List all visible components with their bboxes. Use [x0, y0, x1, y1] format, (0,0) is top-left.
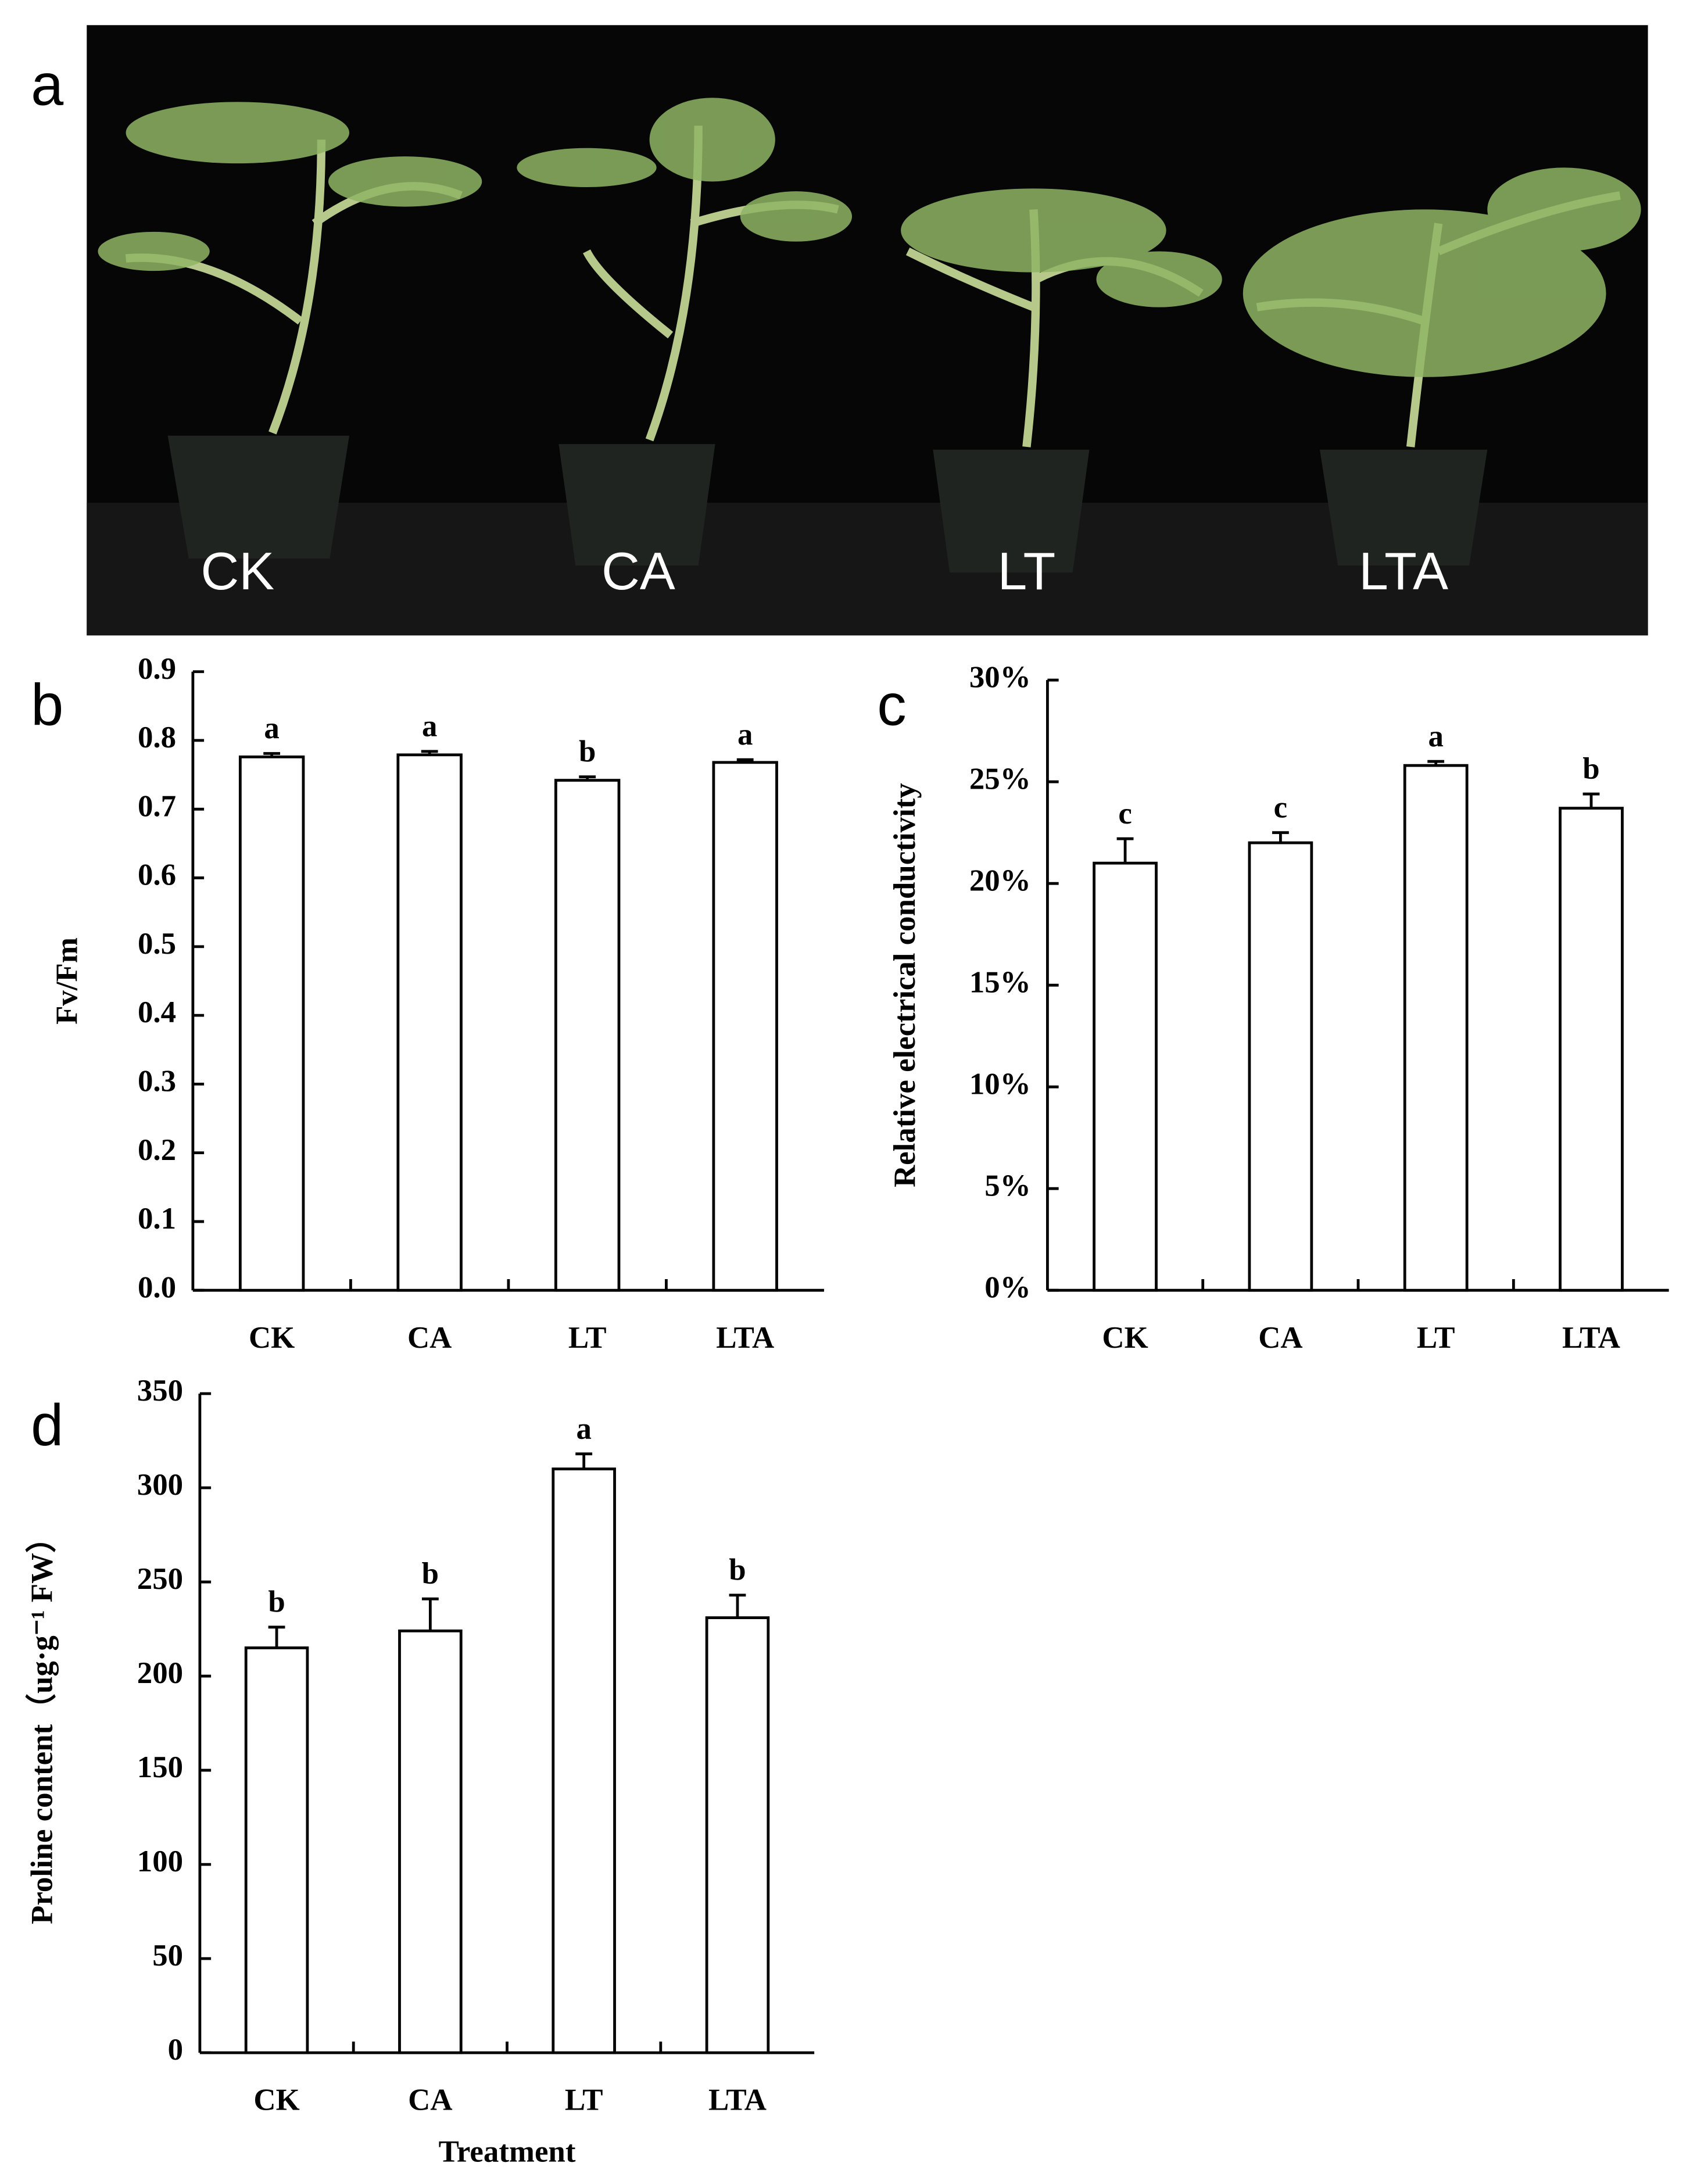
significance-letter: b — [268, 1585, 285, 1619]
bar — [238, 756, 305, 1292]
y-tick-label: 0.1 — [138, 1202, 176, 1236]
significance-letter: a — [1428, 719, 1443, 753]
panel-label: d — [31, 1393, 63, 1458]
x-axis-label: Treatment — [439, 2135, 576, 2169]
bar — [244, 1646, 309, 2054]
photo-label: LTA — [1359, 542, 1448, 601]
x-tick-label: LTA — [1562, 1321, 1620, 1355]
y-axis-label: Relative electrical conductivity — [888, 783, 922, 1187]
y-tick-label: 0% — [984, 1270, 1030, 1304]
bar — [554, 779, 621, 1292]
x-tick-label: LTA — [716, 1321, 774, 1355]
x-tick-label: LT — [1417, 1321, 1455, 1355]
significance-letter: a — [576, 1412, 591, 1445]
y-tick-label: 25% — [969, 762, 1031, 796]
x-tick-label: LT — [568, 1321, 607, 1355]
y-tick-label: 0 — [168, 2033, 183, 2067]
x-tick-label: LTA — [708, 2083, 767, 2117]
photo — [87, 25, 1648, 636]
bar — [1559, 807, 1624, 1292]
bar — [1093, 861, 1158, 1292]
x-tick-label: CA — [1258, 1321, 1302, 1355]
y-tick-label: 0.0 — [138, 1270, 176, 1304]
bar — [1403, 764, 1469, 1292]
panel-label: c — [877, 672, 906, 737]
bar — [398, 1629, 463, 2054]
y-tick-label: 30% — [969, 660, 1031, 694]
bar — [552, 1467, 616, 2054]
significance-letter: b — [729, 1553, 746, 1587]
bar — [396, 753, 463, 1292]
significance-letter: b — [422, 1557, 439, 1591]
y-tick-label: 200 — [137, 1656, 183, 1690]
bar — [712, 761, 778, 1292]
leaves — [98, 98, 1641, 377]
panel-label: a — [31, 52, 64, 117]
y-tick-label: 10% — [969, 1067, 1031, 1101]
y-tick-label: 20% — [969, 864, 1031, 897]
y-axis-label: Fv/Fm — [51, 937, 84, 1025]
x-tick-label: CA — [407, 1321, 452, 1355]
bar — [705, 1616, 770, 2054]
photo-label: CK — [200, 542, 274, 601]
y-tick-label: 100 — [137, 1845, 183, 1878]
significance-letter: b — [1582, 752, 1599, 786]
y-tick-label: 0.8 — [138, 721, 176, 754]
significance-letter: a — [737, 718, 753, 751]
y-tick-label: 300 — [137, 1468, 183, 1502]
y-tick-label: 250 — [137, 1562, 183, 1596]
photo-label: CA — [601, 542, 675, 601]
significance-letter: b — [579, 735, 596, 768]
significance-letter: c — [1274, 790, 1287, 824]
x-tick-label: CA — [408, 2083, 452, 2117]
y-tick-label: 0.7 — [138, 789, 176, 823]
x-tick-label: CK — [1102, 1321, 1148, 1355]
y-tick-label: 350 — [137, 1374, 183, 1408]
y-axis-label: Proline content（ug·g⁻¹ FW） — [24, 1522, 59, 1924]
panel-label: b — [31, 672, 63, 737]
y-tick-label: 0.5 — [138, 927, 176, 961]
y-tick-label: 0.3 — [138, 1065, 176, 1098]
significance-letter: a — [264, 711, 279, 745]
x-tick-label: LT — [565, 2083, 603, 2117]
photo-label: LT — [997, 542, 1055, 601]
significance-letter: c — [1118, 797, 1132, 830]
significance-letter: a — [422, 710, 437, 743]
y-tick-label: 150 — [137, 1750, 183, 1784]
x-tick-label: CK — [253, 2083, 299, 2117]
y-tick-label: 0.9 — [138, 652, 176, 686]
x-tick-label: CK — [249, 1321, 295, 1355]
y-tick-label: 5% — [984, 1169, 1030, 1202]
bar — [1248, 841, 1313, 1292]
y-tick-label: 0.6 — [138, 858, 176, 892]
y-tick-label: 15% — [969, 965, 1031, 999]
y-tick-label: 50 — [152, 1939, 183, 1972]
y-tick-label: 0.2 — [138, 1133, 176, 1167]
pots — [167, 435, 1488, 573]
y-tick-label: 0.4 — [138, 996, 176, 1029]
